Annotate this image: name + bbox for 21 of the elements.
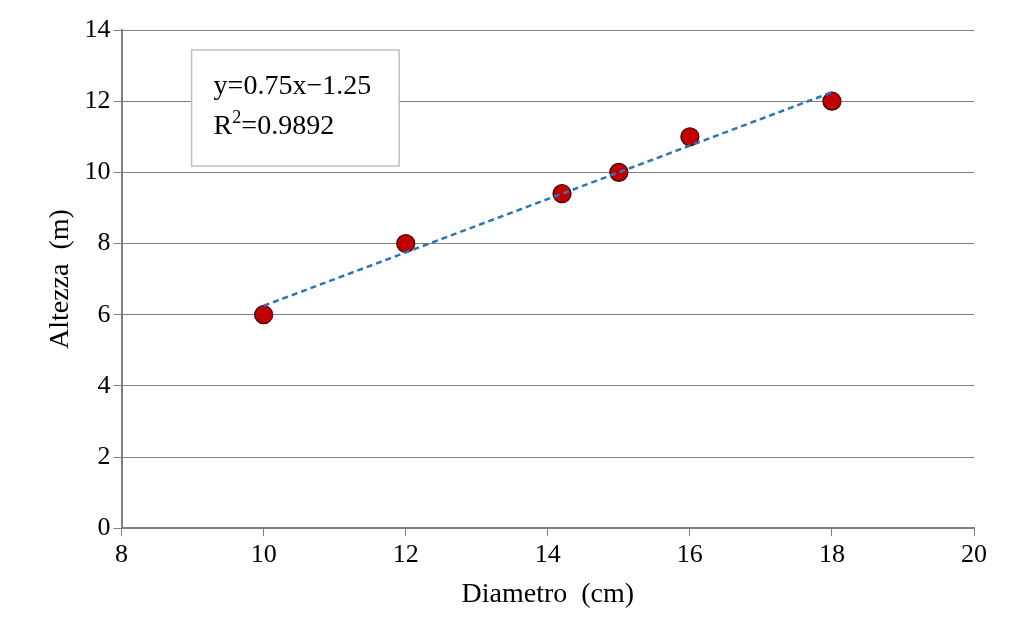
x-axis-title: Diametro (cm) bbox=[461, 576, 635, 608]
y-tick-label: 14 bbox=[84, 13, 111, 43]
x-tick-label: 10 bbox=[250, 538, 277, 568]
x-tick-label: 18 bbox=[818, 538, 845, 568]
point bbox=[822, 91, 842, 111]
y-tick-label: 8 bbox=[97, 227, 111, 257]
x-tick-label: 12 bbox=[392, 538, 419, 568]
x-tick-label: 20 bbox=[961, 538, 987, 568]
y-tick-label: 4 bbox=[97, 369, 111, 399]
point bbox=[254, 305, 274, 325]
x-tick-label: 16 bbox=[676, 538, 703, 568]
y-tick-label: 10 bbox=[84, 156, 111, 186]
y-tick-label: 12 bbox=[84, 85, 111, 114]
annotation: y=0.75x−1.25 bbox=[213, 69, 372, 100]
y-tick-label: 2 bbox=[97, 440, 111, 470]
y-axis-title: Altezza (m) bbox=[43, 209, 75, 350]
x-tick-label: 14 bbox=[534, 538, 561, 568]
point bbox=[680, 127, 700, 147]
y-tick-label: 6 bbox=[97, 298, 111, 328]
y-tick-label: 0 bbox=[97, 512, 111, 542]
point bbox=[396, 233, 416, 254]
